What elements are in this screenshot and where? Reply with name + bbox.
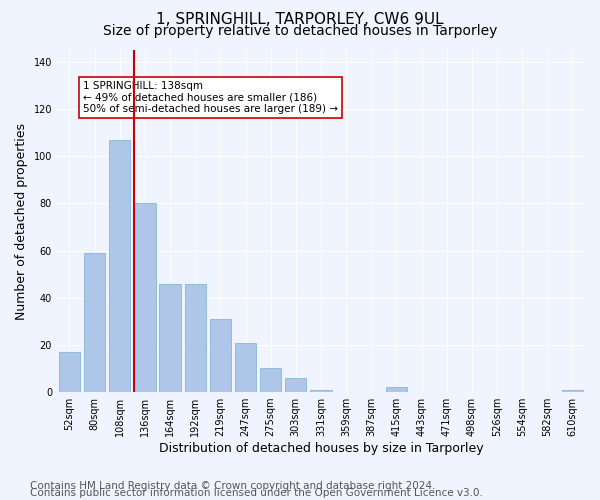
- Bar: [562, 390, 583, 392]
- Text: Contains HM Land Registry data © Crown copyright and database right 2024.: Contains HM Land Registry data © Crown c…: [30, 481, 436, 491]
- Bar: [260, 368, 281, 392]
- Bar: [109, 140, 130, 392]
- Bar: [59, 352, 80, 392]
- Bar: [185, 284, 206, 392]
- Bar: [235, 342, 256, 392]
- Bar: [285, 378, 307, 392]
- Y-axis label: Number of detached properties: Number of detached properties: [15, 122, 28, 320]
- Bar: [160, 284, 181, 392]
- Bar: [209, 319, 231, 392]
- Text: Size of property relative to detached houses in Tarporley: Size of property relative to detached ho…: [103, 24, 497, 38]
- Text: 1, SPRINGHILL, TARPORLEY, CW6 9UL: 1, SPRINGHILL, TARPORLEY, CW6 9UL: [156, 12, 444, 28]
- Bar: [84, 253, 106, 392]
- Text: 1 SPRINGHILL: 138sqm
← 49% of detached houses are smaller (186)
50% of semi-deta: 1 SPRINGHILL: 138sqm ← 49% of detached h…: [83, 80, 338, 114]
- X-axis label: Distribution of detached houses by size in Tarporley: Distribution of detached houses by size …: [158, 442, 483, 455]
- Text: Contains public sector information licensed under the Open Government Licence v3: Contains public sector information licen…: [30, 488, 483, 498]
- Bar: [310, 390, 332, 392]
- Bar: [134, 204, 155, 392]
- Bar: [386, 388, 407, 392]
